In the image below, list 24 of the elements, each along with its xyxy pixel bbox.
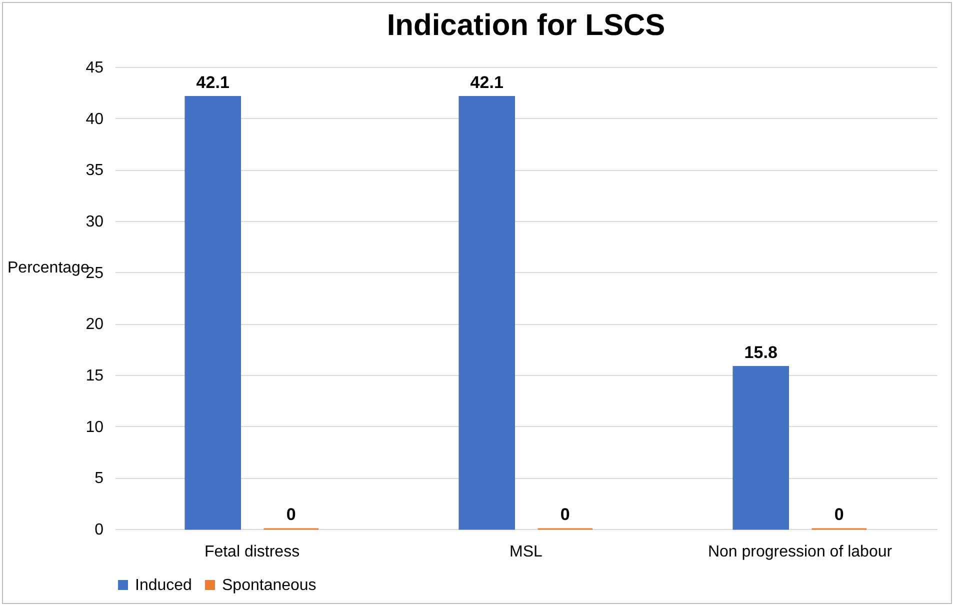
bar <box>732 366 790 530</box>
data-label: 42.1 <box>470 72 504 92</box>
y-tick-label: 45 <box>86 60 104 76</box>
data-label: 0 <box>834 505 844 524</box>
y-tick-label: 5 <box>94 470 104 488</box>
y-tick-label: 40 <box>86 110 104 128</box>
data-label: 0 <box>560 505 570 524</box>
legend-label: Induced <box>135 577 192 594</box>
y-tick-label: 0 <box>94 522 104 538</box>
data-label: 15.8 <box>744 342 778 362</box>
x-tick-label: Non progression of labour <box>708 544 893 560</box>
y-tick-label: 10 <box>86 418 104 436</box>
data-label: 42.1 <box>196 72 230 92</box>
bar <box>458 96 516 530</box>
y-tick-label: 35 <box>86 162 104 180</box>
legend-label: Spontaneous <box>222 577 316 594</box>
y-tick-label: 15 <box>86 368 104 384</box>
x-tick-label: MSL <box>510 544 543 560</box>
y-tick-label: 20 <box>86 316 104 334</box>
data-label: 0 <box>286 505 296 524</box>
x-tick-label: Fetal distress <box>204 544 300 560</box>
chart-title: Indication for LSCS <box>386 9 666 42</box>
y-tick-label: 30 <box>86 214 104 230</box>
bar <box>184 96 242 530</box>
